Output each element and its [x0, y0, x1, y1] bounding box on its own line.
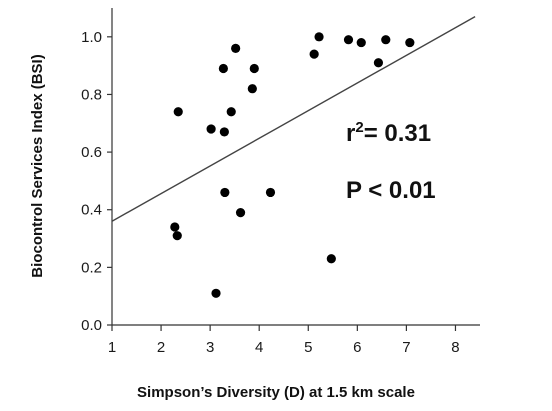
x-tick-label: 5 — [304, 339, 312, 356]
x-tick-label: 7 — [402, 339, 410, 356]
data-point — [173, 107, 183, 117]
data-point — [206, 124, 216, 134]
data-point — [405, 37, 415, 48]
data-point — [219, 127, 229, 137]
data-point — [172, 231, 182, 241]
data-points — [170, 32, 415, 298]
data-point — [226, 107, 236, 117]
y-tick-label: 0.2 — [81, 259, 102, 276]
y-tick-label: 0.4 — [81, 202, 102, 219]
data-point — [343, 35, 354, 45]
r-squared-value: = 0.31 — [364, 120, 431, 147]
y-tick-label: 0.8 — [81, 86, 102, 103]
x-tick-label: 2 — [157, 339, 165, 356]
data-point — [231, 43, 241, 53]
regression-line-group — [111, 16, 476, 222]
data-point — [211, 288, 221, 298]
data-point — [220, 187, 230, 198]
y-tick-label: 0.0 — [81, 317, 102, 334]
x-tick-label: 3 — [206, 339, 214, 356]
y-tick-label: 1.0 — [81, 29, 102, 46]
x-tick-label: 1 — [108, 339, 116, 356]
data-point — [247, 84, 257, 94]
data-point — [218, 63, 228, 74]
p-value-annotation: P < 0.01 — [346, 177, 436, 204]
r-squared-base: r — [346, 120, 355, 147]
data-point — [381, 35, 391, 45]
data-point — [373, 58, 384, 68]
ticks: 0.0 0.2 0.4 0.6 0.8 1.0 1 2 3 4 5 6 7 8 — [81, 29, 459, 356]
r-squared-exponent: 2 — [355, 119, 363, 136]
x-tick-label: 6 — [353, 339, 361, 356]
x-tick-label: 8 — [451, 339, 459, 356]
data-point — [314, 32, 324, 42]
data-point — [265, 187, 276, 198]
data-point — [356, 37, 366, 48]
axes — [111, 8, 480, 326]
data-point — [235, 208, 246, 218]
y-axis-label: Biocontrol Services Index (BSI) — [29, 54, 46, 277]
data-point — [170, 222, 180, 232]
data-point — [326, 254, 336, 264]
x-tick-label: 4 — [255, 339, 263, 356]
regression-line — [111, 16, 476, 222]
chart-text: Simpson’s Diversity (D) at 1.5 km scale … — [29, 54, 436, 401]
x-axis-label: Simpson’s Diversity (D) at 1.5 km scale — [137, 384, 415, 401]
data-point — [309, 49, 319, 59]
r-squared-annotation: r2= 0.31 — [346, 119, 431, 147]
data-point — [249, 63, 259, 74]
y-tick-label: 0.6 — [81, 144, 102, 161]
